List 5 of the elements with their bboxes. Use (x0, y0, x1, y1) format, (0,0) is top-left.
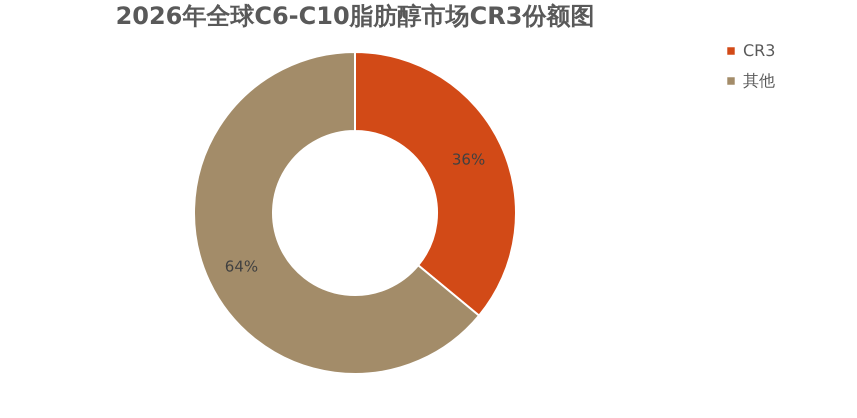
legend-label: CR3 (743, 41, 776, 60)
data-label: 36% (452, 150, 486, 169)
chart-title: 2026年全球C6-C10脂肪醇市场CR3份额图 (116, 2, 594, 30)
data-label: 64% (224, 257, 258, 276)
legend-label: 其他 (743, 71, 775, 90)
